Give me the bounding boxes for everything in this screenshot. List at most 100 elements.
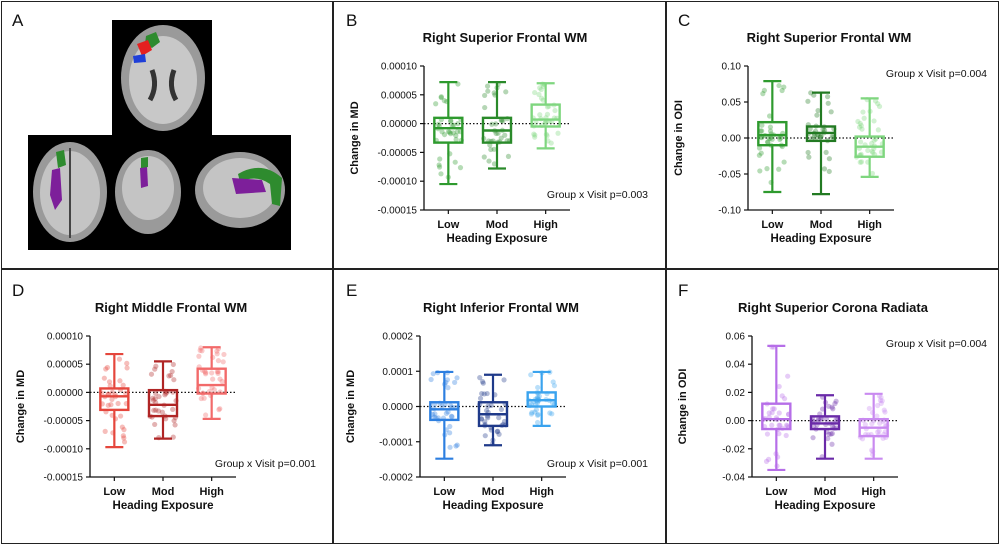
data-point — [759, 122, 765, 128]
data-point — [874, 413, 880, 419]
y-tick-label: 0.00010 — [47, 332, 84, 343]
data-point — [216, 407, 222, 413]
data-point — [826, 168, 832, 175]
data-point — [199, 348, 205, 354]
data-point — [771, 406, 777, 412]
box-iqr — [761, 402, 792, 431]
data-point — [203, 371, 209, 377]
data-point — [765, 139, 771, 145]
data-point — [107, 383, 113, 389]
data-point — [824, 94, 831, 100]
data-point — [829, 430, 835, 437]
data-point — [875, 127, 881, 133]
data-point — [203, 412, 209, 418]
data-point — [757, 168, 763, 174]
data-point — [121, 439, 128, 445]
y-axis-label: Change in ODI — [677, 369, 689, 445]
data-point — [535, 411, 541, 418]
data-point — [435, 121, 442, 127]
data-point — [153, 363, 159, 369]
data-point — [814, 112, 820, 118]
data-point — [855, 118, 861, 125]
data-point — [124, 360, 130, 366]
data-point — [447, 430, 453, 436]
box-low — [760, 344, 792, 472]
panel-letter-e: E — [346, 281, 357, 300]
y-tick-label: -0.05 — [718, 170, 741, 181]
panel-letter-a: A — [12, 11, 24, 30]
data-point — [763, 458, 770, 464]
data-point — [448, 403, 454, 409]
data-point — [861, 115, 867, 121]
data-point — [498, 117, 504, 123]
data-point — [431, 414, 437, 420]
data-point — [454, 129, 460, 135]
green-region-axial — [56, 150, 66, 168]
data-point — [760, 91, 766, 97]
data-point — [535, 394, 541, 400]
significance-annotation: Group x Visit p=0.001 — [547, 458, 648, 470]
data-point — [777, 136, 783, 143]
data-point — [171, 418, 177, 424]
data-point — [482, 433, 488, 439]
data-point — [825, 100, 831, 106]
data-point — [535, 412, 541, 418]
data-point — [767, 128, 774, 134]
data-point — [532, 132, 538, 138]
data-point — [538, 86, 544, 93]
x-axis-label: Heading Exposure — [771, 233, 872, 245]
data-point — [777, 422, 783, 428]
data-point — [819, 406, 826, 412]
data-point — [448, 118, 454, 124]
data-point — [542, 120, 548, 126]
data-point — [534, 400, 541, 406]
data-point — [452, 379, 458, 386]
data-point — [496, 415, 502, 421]
data-point — [877, 420, 883, 426]
data-point — [491, 90, 497, 96]
data-point — [769, 410, 775, 416]
data-point — [873, 136, 879, 142]
data-point — [869, 170, 876, 177]
data-point — [833, 417, 839, 423]
data-point — [534, 419, 541, 426]
brain-coronal-inner — [122, 156, 174, 220]
box-mod — [147, 360, 179, 441]
y-axis-label: Change in MD — [349, 101, 361, 174]
data-point — [155, 408, 162, 414]
data-point — [765, 139, 771, 145]
y-tick-label: -0.0002 — [379, 473, 413, 484]
data-point — [784, 423, 791, 429]
box-mod — [477, 373, 509, 447]
data-point — [547, 410, 553, 416]
data-point — [170, 406, 176, 412]
data-point — [449, 414, 455, 420]
data-point — [857, 159, 863, 165]
data-point — [876, 103, 883, 110]
blue-region-top — [133, 54, 146, 63]
box-high — [857, 392, 890, 460]
ventricles-top — [147, 69, 179, 102]
x-tick-label: Low — [437, 219, 459, 231]
x-tick-label: Low — [433, 486, 455, 498]
x-tick-label: Mod — [152, 486, 175, 498]
significance-annotation: Group x Visit p=0.004 — [886, 68, 987, 80]
data-point — [455, 121, 461, 127]
data-point — [202, 368, 208, 374]
data-point — [806, 154, 812, 160]
y-tick-label: 0.00010 — [381, 62, 418, 73]
data-point — [163, 416, 169, 422]
data-point — [485, 415, 491, 421]
data-point — [168, 372, 174, 379]
data-point — [170, 361, 176, 368]
purple-region-axial — [50, 168, 62, 210]
data-point — [805, 98, 811, 104]
data-point — [491, 161, 498, 167]
data-point — [758, 150, 764, 156]
chart-title: Right Superior Corona Radiata — [738, 300, 929, 315]
data-point — [823, 416, 830, 422]
y-tick-label: 0.00000 — [47, 388, 84, 399]
data-point — [486, 158, 492, 164]
data-point — [857, 120, 863, 127]
data-point — [781, 84, 787, 90]
